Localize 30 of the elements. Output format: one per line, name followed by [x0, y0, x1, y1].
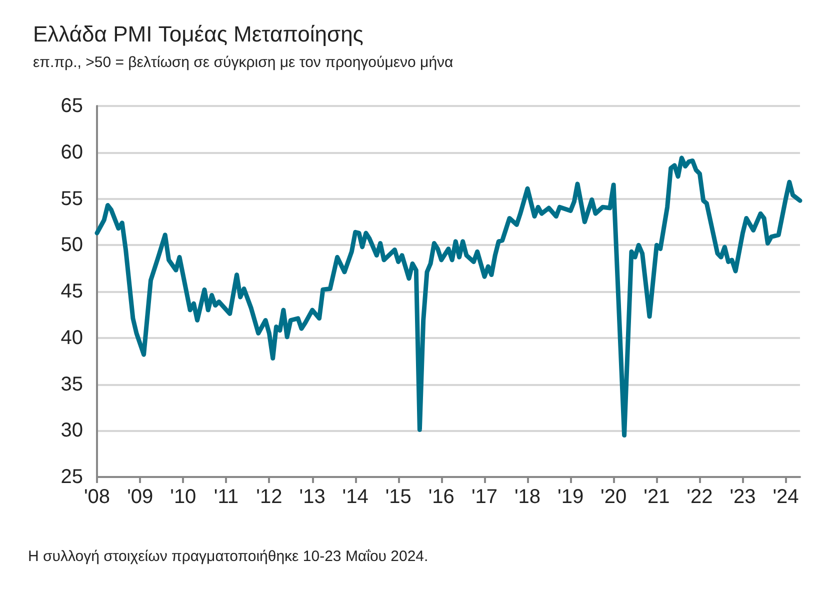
x-tick-label: '19	[558, 486, 584, 508]
x-tick-label: '12	[256, 486, 282, 508]
x-tick-label: '21	[644, 486, 670, 508]
y-tick-label: 65	[60, 95, 83, 117]
x-tick-label: '11	[214, 486, 238, 508]
y-tick-label: 50	[60, 234, 83, 256]
x-tick-label: '13	[299, 486, 326, 508]
x-tick-label: '09	[127, 486, 154, 508]
x-tick-label: '15	[385, 486, 412, 508]
chart-title: Ελλάδα PMI Τομέας Μεταποίησης	[33, 22, 364, 46]
y-tick-label: 35	[60, 373, 83, 396]
y-tick-label: 30	[60, 420, 83, 442]
x-tick-label: '08	[84, 486, 110, 508]
y-tick-label: 60	[60, 141, 83, 164]
y-tick-label: 40	[60, 326, 83, 349]
x-tick-label: '10	[170, 486, 196, 508]
x-tick-label: '20	[600, 486, 627, 508]
y-tick-label: 25	[60, 466, 83, 488]
x-tick-label: '22	[686, 486, 713, 508]
x-tick-label: '17	[471, 486, 498, 508]
line-series	[94, 156, 802, 438]
x-tick-label: '16	[428, 486, 454, 508]
x-tick-label: '18	[514, 486, 541, 508]
x-tick-label: '23	[730, 486, 756, 508]
text: Η συλλογή στοιχείων πραγματοποιήθηκε 10-23 Μαΐου 2024.	[28, 548, 428, 565]
x-tick-label: '24	[772, 486, 799, 508]
y-tick-label: 55	[60, 188, 83, 210]
x-tick-label: '14	[342, 486, 368, 508]
y-tick-label: 45	[60, 280, 83, 302]
chart-subtitle: επ.πρ., >50 = βελτίωση σε σύγκριση με τον προηγούμενο μήνα	[33, 54, 454, 71]
